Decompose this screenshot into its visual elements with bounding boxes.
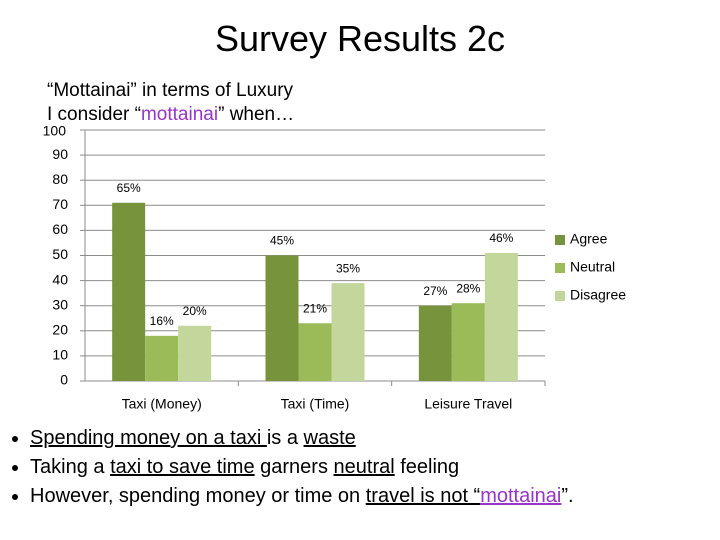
bullet-text: However, spending money or time on (30, 485, 366, 507)
bar (178, 325, 212, 381)
y-tick-label: 50 (52, 246, 68, 262)
bullet: However, spending money or time on trave… (30, 482, 574, 511)
bullet-text: neutral (333, 456, 395, 478)
data-label: 45% (270, 234, 294, 248)
bar (451, 303, 485, 381)
bar (265, 255, 299, 381)
bullet-text: Taking a (30, 456, 111, 478)
y-tick-label: 20 (52, 322, 68, 338)
y-tick-label: 10 (52, 347, 68, 363)
bar (298, 323, 332, 381)
x-tick-label: Leisure Travel (424, 396, 512, 412)
data-label: 46% (489, 231, 513, 245)
bullet: Spending money on a taxi is a waste (30, 424, 574, 453)
bullet-text: Spending money on a taxi (30, 427, 267, 449)
data-label: 16% (150, 314, 174, 328)
y-tick-label: 100 (43, 123, 67, 139)
chart-subtitle: I consider “mottainai” when… (47, 104, 294, 125)
bullet: Taking a taxi to save time garners neutr… (30, 453, 574, 482)
bullet-text: mottainai (480, 485, 562, 507)
bullet-text: garners (254, 456, 334, 478)
y-tick-label: 0 (60, 372, 68, 388)
bar (331, 283, 365, 381)
bar (484, 252, 518, 381)
bar (145, 335, 179, 381)
legend-swatch (555, 291, 565, 301)
x-tick-label: Taxi (Money) (122, 396, 202, 412)
legend-label: Agree (570, 231, 608, 247)
data-label: 20% (183, 304, 207, 318)
chart-subtitle: “Mottainai” in terms of Luxury (47, 80, 294, 101)
bullet-text: ”. (561, 485, 574, 507)
bullet-text: taxi to save time (110, 456, 255, 478)
data-label: 28% (456, 281, 480, 295)
data-label: 65% (117, 181, 141, 195)
bullet-text: waste (303, 427, 356, 449)
bar (418, 305, 452, 381)
subtitle-segment: ” when… (218, 104, 294, 125)
legend-label: Disagree (570, 287, 626, 303)
data-label: 27% (423, 284, 447, 298)
subtitle-segment: mottainai (141, 104, 218, 125)
bullet-text: travel is not “ (365, 485, 481, 507)
y-tick-label: 70 (52, 196, 68, 212)
chart: “Mottainai” in terms of Luxury I consider… (43, 80, 627, 412)
x-tick-label: Taxi (Time) (281, 396, 350, 412)
data-label: 35% (336, 261, 360, 275)
subtitle-segment: I consider “ (47, 104, 141, 125)
bullet-list: Spending money on a taxi is a wasteTakin… (18, 424, 574, 511)
y-tick-label: 40 (52, 271, 68, 287)
bar (112, 202, 146, 381)
y-tick-label: 60 (52, 221, 68, 237)
bullet-text: feeling (394, 456, 460, 478)
legend-label: Neutral (570, 259, 615, 275)
y-tick-label: 30 (52, 296, 68, 312)
y-tick-label: 90 (52, 146, 68, 162)
bullet-text: is a (266, 427, 304, 449)
legend-swatch (555, 263, 565, 273)
y-tick-label: 80 (52, 171, 68, 187)
slide-title: Survey Results 2c (214, 18, 506, 59)
data-label: 21% (303, 301, 327, 315)
legend-swatch (555, 235, 565, 245)
subtitle-segment: “Mottainai” in terms of Luxury (47, 80, 294, 101)
